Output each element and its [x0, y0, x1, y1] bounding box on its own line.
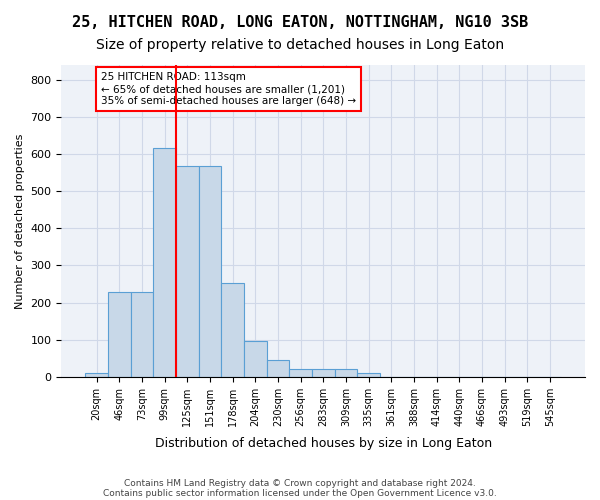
- X-axis label: Distribution of detached houses by size in Long Eaton: Distribution of detached houses by size …: [155, 437, 492, 450]
- Bar: [244, 341, 266, 377]
- Bar: [199, 166, 221, 377]
- Bar: [85, 373, 108, 377]
- Text: 25, HITCHEN ROAD, LONG EATON, NOTTINGHAM, NG10 3SB: 25, HITCHEN ROAD, LONG EATON, NOTTINGHAM…: [72, 15, 528, 30]
- Text: Contains HM Land Registry data © Crown copyright and database right 2024.: Contains HM Land Registry data © Crown c…: [124, 478, 476, 488]
- Bar: [312, 370, 335, 377]
- Bar: [357, 374, 380, 377]
- Bar: [131, 292, 153, 377]
- Bar: [176, 166, 199, 377]
- Text: 25 HITCHEN ROAD: 113sqm
← 65% of detached houses are smaller (1,201)
35% of semi: 25 HITCHEN ROAD: 113sqm ← 65% of detache…: [101, 72, 356, 106]
- Bar: [153, 148, 176, 377]
- Y-axis label: Number of detached properties: Number of detached properties: [15, 133, 25, 308]
- Bar: [266, 360, 289, 377]
- Text: Size of property relative to detached houses in Long Eaton: Size of property relative to detached ho…: [96, 38, 504, 52]
- Bar: [335, 370, 357, 377]
- Text: Contains public sector information licensed under the Open Government Licence v3: Contains public sector information licen…: [103, 488, 497, 498]
- Bar: [221, 283, 244, 377]
- Bar: [289, 370, 312, 377]
- Bar: [108, 292, 131, 377]
